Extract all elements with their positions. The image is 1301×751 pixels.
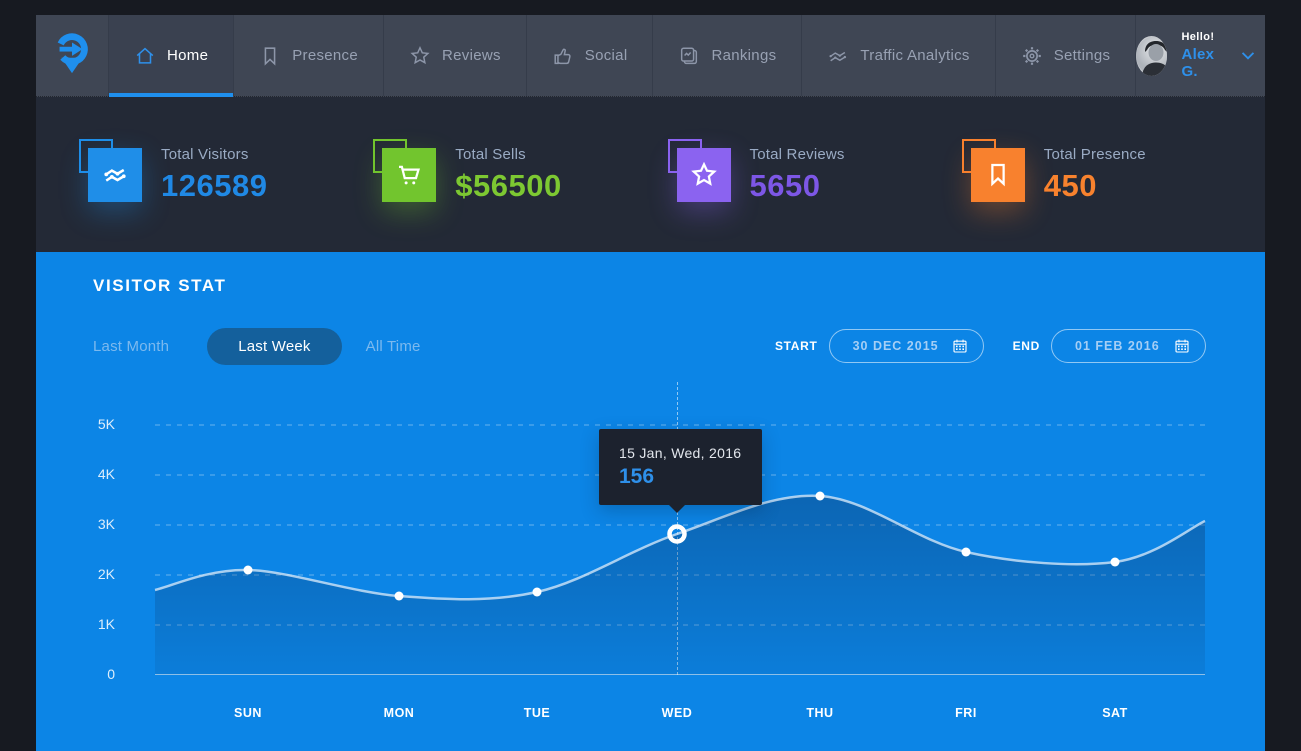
y-axis-label: 3K <box>97 516 115 532</box>
calendar-icon <box>952 338 968 354</box>
stat-card-total-sells: Total Sells $56500 <box>373 138 676 204</box>
nav-item-home[interactable]: Home <box>109 15 235 97</box>
stat-card-total-presence: Total Presence 450 <box>961 138 1265 204</box>
app-window: Home Presence Reviews <box>36 15 1265 751</box>
top-navigation: Home Presence Reviews <box>36 15 1265 97</box>
user-menu[interactable]: Hello! Alex G. <box>1136 15 1277 96</box>
x-axis-label: MON <box>383 706 415 720</box>
x-axis-label: WED <box>661 706 693 720</box>
visitor-stat-section: VISITOR STAT Last Month Last Week All Ti… <box>36 252 1265 751</box>
x-axis-label: THU <box>806 706 834 720</box>
range-tabs: Last Month Last Week All Time <box>93 328 421 365</box>
tab-all-time[interactable]: All Time <box>365 338 421 355</box>
user-greeting: Hello! <box>1181 31 1215 43</box>
nav-item-rankings[interactable]: Rankings <box>653 15 803 96</box>
stat-icon-wrap <box>961 138 1025 202</box>
tooltip-value: 156 <box>619 465 655 488</box>
home-icon <box>134 45 156 67</box>
data-point-fri[interactable] <box>961 547 971 557</box>
nav-item-label: Social <box>584 47 628 64</box>
zigzag-trend-icon <box>88 147 142 202</box>
stat-label: Total Presence <box>1043 145 1146 163</box>
x-axis-label: SUN <box>234 706 262 720</box>
stat-text: Total Presence 450 <box>1044 146 1146 204</box>
app-logo[interactable] <box>36 15 109 96</box>
stat-card-total-visitors: Total Visitors 126589 <box>79 138 382 204</box>
data-point-thu[interactable] <box>815 491 825 501</box>
y-axis-label: 1K <box>97 616 115 632</box>
stat-icon-wrap <box>79 138 142 202</box>
tab-last-month[interactable]: Last Month <box>93 338 170 355</box>
visitors-area-chart[interactable] <box>154 380 1206 675</box>
tooltip-date: 15 Jan, Wed, 2016 <box>619 445 742 461</box>
end-date-value: 01 FEB 2016 <box>1075 339 1160 353</box>
stat-label: Total Reviews <box>749 145 845 163</box>
stat-icon-wrap <box>667 138 731 202</box>
cart-icon <box>382 147 437 202</box>
nav-item-label: Presence <box>292 47 358 64</box>
x-axis-label: TUE <box>523 706 551 720</box>
nav-item-presence[interactable]: Presence <box>234 15 384 96</box>
tab-last-week[interactable]: Last Week <box>207 328 342 365</box>
nav-item-social[interactable]: Social <box>527 15 654 96</box>
end-label: END <box>1012 339 1040 353</box>
chart-tooltip: 15 Jan, Wed, 2016 156 <box>599 429 762 513</box>
bookmark-icon <box>259 45 281 67</box>
stat-text: Total Sells $56500 <box>455 146 561 204</box>
chevron-down-icon[interactable] <box>1241 51 1255 61</box>
y-axis-label: 0 <box>107 666 115 682</box>
stat-value: $56500 <box>455 167 562 203</box>
star-icon <box>676 147 731 202</box>
nav-item-label: Traffic Analytics <box>860 47 970 64</box>
y-axis-label: 5K <box>97 416 115 432</box>
nav-item-settings[interactable]: Settings <box>996 15 1137 96</box>
gear-icon <box>1021 45 1043 67</box>
nav-item-label: Rankings <box>711 47 777 64</box>
stat-label: Total Visitors <box>161 145 249 163</box>
nav-item-label: Settings <box>1053 47 1111 64</box>
nav-item-label: Home <box>167 47 209 64</box>
star-icon <box>409 45 431 67</box>
pin-arrow-logo-icon <box>49 30 95 81</box>
section-title: VISITOR STAT <box>93 276 227 295</box>
user-text: Hello! Alex G. <box>1181 31 1223 80</box>
stat-value: 126589 <box>161 167 268 203</box>
data-point-sun[interactable] <box>243 565 253 575</box>
y-axis-label: 2K <box>97 566 115 582</box>
trend-line <box>154 494 1206 601</box>
stat-text: Total Visitors 126589 <box>161 146 267 204</box>
stat-icon-wrap <box>373 138 437 202</box>
calendar-icon <box>1174 338 1190 354</box>
end-date-picker[interactable]: 01 FEB 2016 <box>1051 329 1206 363</box>
nav-item-traffic-analytics[interactable]: Traffic Analytics <box>802 15 996 96</box>
highlighted-data-point-wed[interactable] <box>667 524 687 544</box>
stat-value: 5650 <box>749 167 821 203</box>
start-date-value: 30 DEC 2015 <box>852 339 939 353</box>
y-axis-label: 4K <box>97 466 115 482</box>
data-point-mon[interactable] <box>394 591 404 601</box>
user-avatar[interactable] <box>1136 35 1168 76</box>
report-pages-icon <box>678 45 700 67</box>
x-axis-label: FRI <box>955 706 977 720</box>
x-axis-label: SAT <box>1102 706 1128 720</box>
nav-item-reviews[interactable]: Reviews <box>384 15 527 96</box>
date-filters: START 30 DEC 2015 END 01 FEB 2016 <box>775 329 1206 363</box>
stat-label: Total Sells <box>455 145 526 163</box>
zigzag-trend-icon <box>827 45 849 67</box>
thumbs-up-icon <box>552 45 574 67</box>
stats-strip: Total Visitors 126589 Total Sells $56500 <box>36 97 1265 252</box>
data-point-tue[interactable] <box>532 587 542 597</box>
user-name: Alex G. <box>1181 46 1215 80</box>
stat-card-total-reviews: Total Reviews 5650 <box>667 138 971 204</box>
ribbon-bookmark-icon <box>970 147 1025 202</box>
stat-text: Total Reviews 5650 <box>750 146 845 204</box>
start-label: START <box>774 339 818 353</box>
nav-item-label: Reviews <box>442 47 501 64</box>
area-fill <box>155 495 1205 675</box>
data-point-sat[interactable] <box>1110 557 1120 567</box>
start-date-picker[interactable]: 30 DEC 2015 <box>828 329 984 363</box>
stat-value: 450 <box>1043 167 1097 203</box>
